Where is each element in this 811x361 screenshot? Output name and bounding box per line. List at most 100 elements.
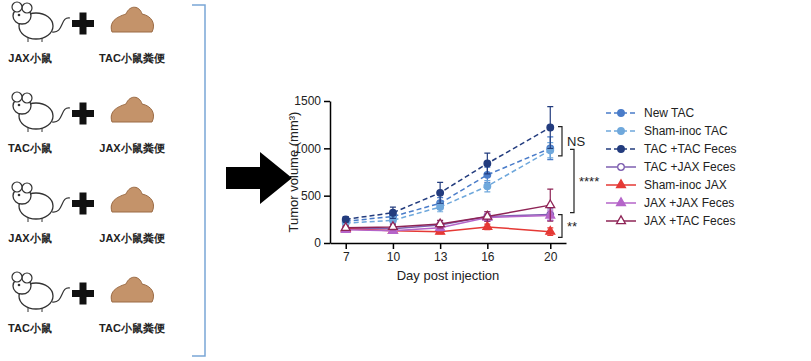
y-tick-mark	[324, 195, 330, 197]
plus-bar	[80, 193, 87, 215]
data-point	[483, 212, 492, 220]
mouse-ear	[12, 92, 22, 102]
y-tick-mark	[324, 243, 330, 245]
legend-item: JAX +JAX Feces	[606, 196, 734, 210]
y-tick-mark	[324, 148, 330, 150]
data-point	[484, 160, 491, 167]
y-tick-label: 0	[314, 236, 321, 250]
mouse-tail	[52, 198, 70, 212]
legend: New TACSham-inoc TACTAC +TAC FecesTAC +J…	[606, 106, 737, 228]
x-tick: 16	[481, 243, 495, 264]
legend-item: TAC +JAX Feces	[606, 160, 735, 174]
mouse-foot	[42, 38, 43, 42]
data-point	[437, 204, 444, 211]
data-point	[547, 124, 554, 131]
significance-bracket	[558, 215, 562, 238]
feces-icon	[111, 7, 153, 32]
mouse-ear	[12, 272, 22, 282]
significance-label: NS	[567, 134, 585, 149]
y-tick-mark	[324, 101, 330, 103]
figure: JAX小鼠TAC小鼠粪便TAC小鼠JAX小鼠粪便JAX小鼠JAX小鼠粪便TAC小…	[0, 0, 811, 361]
series	[341, 222, 554, 236]
mouse-label: TAC小鼠	[8, 322, 52, 334]
mouse-foot	[28, 218, 29, 222]
x-tick-label: 20	[544, 250, 558, 264]
legend-item: TAC +TAC Feces	[606, 142, 737, 156]
annotations: NS******	[558, 127, 599, 238]
data-point	[341, 223, 350, 231]
significance-bracket	[570, 149, 574, 212]
legend-label: JAX +JAX Feces	[644, 196, 734, 210]
feces-icon	[111, 277, 153, 302]
legend-label: JAX +TAC Feces	[644, 214, 735, 228]
mouse-foot	[42, 218, 43, 222]
data-point	[546, 227, 555, 235]
mouse-eye	[18, 284, 21, 287]
series-line	[346, 150, 551, 223]
series-line	[346, 205, 551, 228]
y-axis-title: Tumor volume (mm³)	[286, 112, 301, 233]
feces-icon	[111, 187, 153, 212]
series	[341, 210, 554, 233]
mouse-tail	[52, 288, 70, 302]
feces-icon	[111, 97, 153, 122]
mouse-label: TAC小鼠	[8, 142, 52, 154]
plot-area	[341, 107, 554, 236]
data-point	[436, 219, 445, 227]
mouse-tail	[52, 18, 70, 32]
mouse-ear	[12, 182, 22, 192]
plus-sign	[72, 283, 94, 305]
error-bar	[437, 182, 443, 203]
legend-marker	[618, 146, 625, 153]
x-tick: 7	[343, 243, 350, 264]
mouse-ear	[22, 273, 32, 283]
series	[341, 189, 554, 230]
x-tick-label: 10	[387, 250, 401, 264]
mouse-label: JAX小鼠	[8, 52, 51, 64]
x-tick-mark	[393, 243, 395, 249]
x-tick: 10	[387, 243, 401, 264]
mouse-icon	[12, 92, 70, 132]
error-bar	[547, 107, 553, 149]
mouse-foot	[42, 128, 43, 132]
data-point	[341, 224, 350, 232]
data-point	[483, 211, 492, 219]
data-point	[390, 209, 397, 216]
y-tick-label: 500	[301, 189, 321, 203]
legend-label: TAC +JAX Feces	[644, 160, 735, 174]
data-point	[546, 200, 555, 208]
legend-item: JAX +TAC Feces	[606, 214, 735, 228]
legend-label: Sham-inoc JAX	[644, 178, 727, 192]
x-tick-mark	[440, 243, 442, 249]
mouse-icon	[12, 272, 70, 312]
legend-item: Sham-inoc JAX	[606, 178, 727, 192]
plus-bar	[80, 13, 87, 35]
x-tick-label: 13	[434, 250, 448, 264]
significance-label: ****	[579, 174, 599, 189]
data-point	[389, 222, 398, 230]
mouse-foot	[28, 38, 29, 42]
series	[342, 143, 553, 227]
mouse-icon	[12, 182, 70, 222]
mouse-foot	[42, 308, 43, 312]
data-point	[437, 190, 444, 197]
y-tick: 500	[301, 189, 330, 203]
y-axis-line	[330, 102, 332, 244]
plus-sign	[72, 193, 94, 215]
data-point	[483, 222, 492, 230]
mouse-foot	[28, 128, 29, 132]
series	[342, 209, 553, 232]
feces-label: TAC小鼠粪便	[99, 52, 165, 65]
error-bar	[343, 216, 349, 222]
legend-marker	[618, 110, 625, 117]
significance-bracket	[558, 127, 562, 156]
y-tick-label: 1500	[294, 94, 321, 108]
x-tick-label: 7	[343, 250, 350, 264]
plus-bar	[80, 103, 87, 125]
plus-sign	[72, 13, 94, 35]
mouse-ear	[12, 2, 22, 12]
error-bar	[390, 207, 396, 218]
x-tick-mark	[487, 243, 489, 249]
legend-label: TAC +TAC Feces	[644, 142, 737, 156]
error-bar	[484, 153, 490, 174]
